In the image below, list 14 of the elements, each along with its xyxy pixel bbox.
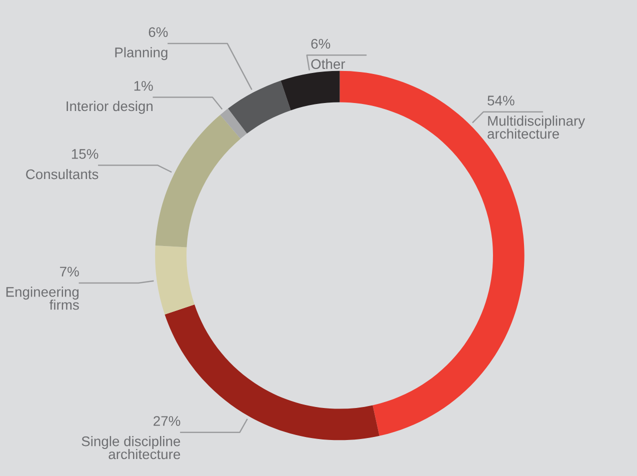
slice-label: Other	[311, 58, 346, 70]
data-label: 7%	[60, 266, 79, 276]
slice-label: Planning	[115, 47, 168, 60]
slice-label: Interior design	[66, 100, 153, 114]
data-label: 6%	[148, 27, 168, 38]
slice-label: Consultants	[26, 168, 98, 180]
data-label: 15%	[72, 149, 98, 159]
data-label: 1%	[134, 81, 153, 91]
data-label: 27%	[154, 416, 180, 426]
slice-label: Single discipline architecture	[82, 436, 180, 460]
slice-label: Multidisciplinary architecture	[488, 116, 586, 139]
slice-label: Engineering firms	[6, 286, 79, 310]
data-label: 6%	[311, 38, 330, 49]
data-label: 54%	[488, 96, 514, 106]
